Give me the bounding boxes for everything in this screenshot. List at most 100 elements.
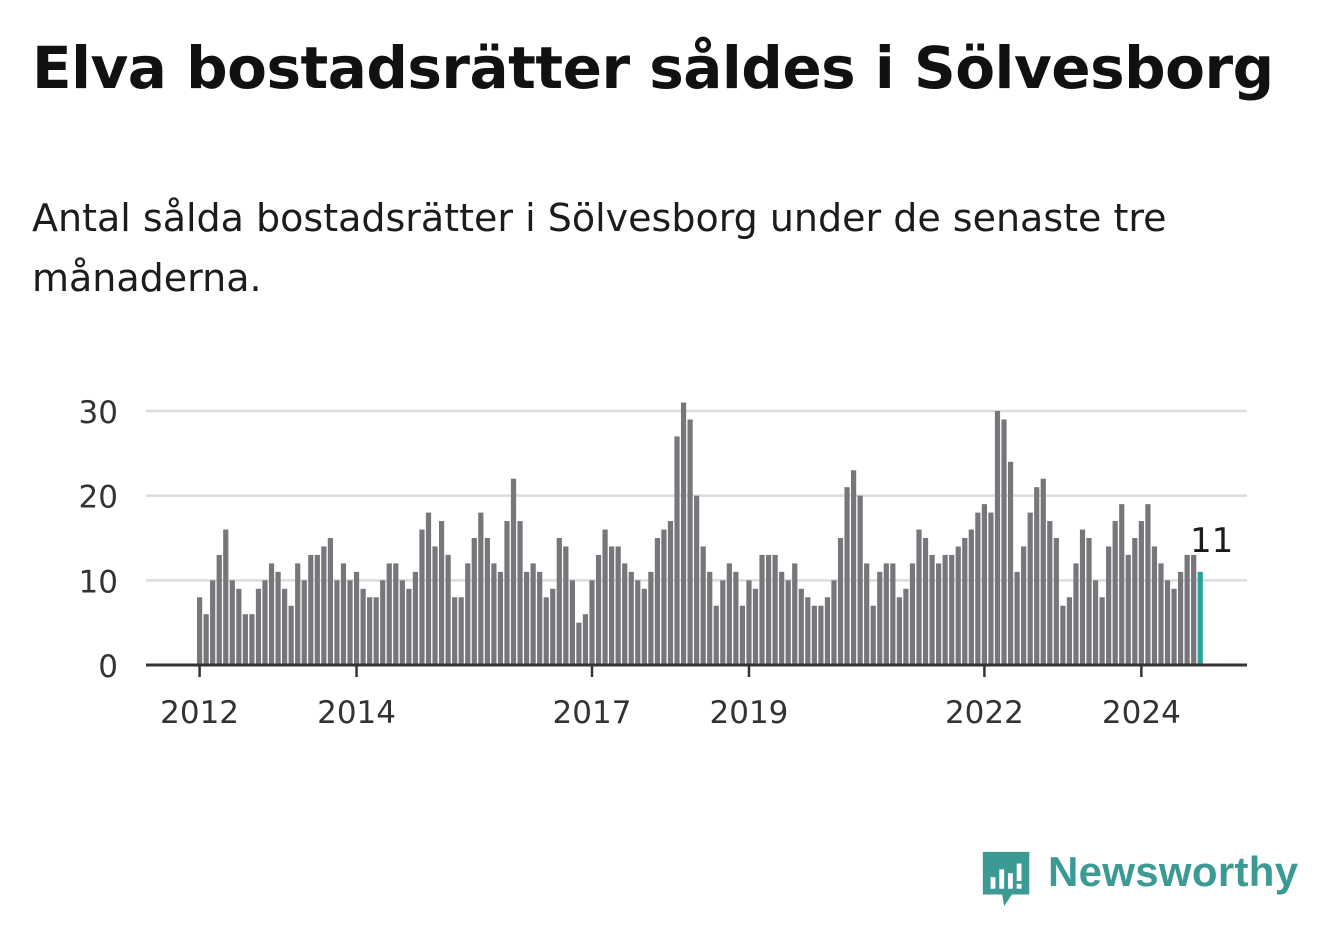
x-tick-label: 2012 [160,695,239,731]
bar [589,580,595,665]
bar [648,571,654,665]
bar [635,580,641,665]
bar [288,605,294,665]
bar [1164,580,1171,665]
bar [720,580,726,665]
bar [563,546,569,665]
bar [543,597,549,665]
chart-subtitle: Antal sålda bostadsrätter i Sölvesborg u… [32,196,1167,300]
bar [733,571,739,665]
bar [694,495,700,665]
x-tick-label: 2019 [710,695,789,731]
bar [1178,571,1184,665]
bar [811,605,817,665]
bar [1171,588,1177,665]
bar [556,538,562,665]
bar [700,546,706,665]
bar [262,580,268,665]
bar [962,538,968,665]
bar [242,614,248,665]
bar [1014,571,1020,665]
bar [1001,419,1007,665]
chart-title: Elva bostadsrätter såldes i Sölvesborg [32,34,1274,102]
bar [1060,605,1066,665]
bar [412,571,419,665]
bar [844,487,850,665]
bar [360,588,366,665]
y-tick-label: 0 [98,649,118,685]
bar [968,529,974,665]
bar [1099,597,1105,665]
bar [595,554,602,665]
bar [890,563,896,665]
bar [432,546,438,665]
bar [399,580,405,665]
bar [308,554,314,665]
bar [478,512,484,665]
bar [909,563,916,665]
x-tick-label: 2017 [553,695,632,731]
brand-name: Newsworthy [1048,848,1299,895]
bar [615,546,621,665]
bar [425,512,432,665]
bar [321,546,327,665]
bar [602,529,608,665]
bar [314,554,320,665]
bar [530,563,536,665]
bar [203,614,209,665]
bar [1021,546,1027,665]
bar [785,580,791,665]
bar [1112,521,1118,665]
bar [942,554,948,665]
bar [347,580,353,665]
bar [340,563,347,665]
bar-highlight [1197,571,1203,665]
bar [550,588,556,665]
bar [831,580,837,665]
bar [406,588,412,665]
bar [896,597,902,665]
bar [282,588,288,665]
bar [654,538,660,665]
x-tick-label: 2022 [945,695,1024,731]
bar [641,588,647,665]
bar [1047,521,1053,665]
bar [759,554,765,665]
bar [484,538,490,665]
bar [792,563,798,665]
bar [301,580,307,665]
bar [772,554,778,665]
bar [739,605,746,665]
bar [661,529,667,665]
bar [818,605,824,665]
bar [1073,563,1079,665]
bar [1125,554,1131,665]
bar [471,538,477,665]
bar [864,563,870,665]
bar [419,529,425,665]
bar [438,521,445,665]
bar [765,554,772,665]
bar [452,597,458,665]
bar [1106,546,1112,665]
bar [1119,504,1125,665]
bar [510,478,517,665]
bar [609,546,615,665]
bar [628,571,634,665]
bar [857,495,863,665]
bar [255,588,262,665]
y-tick-label: 10 [79,564,118,600]
bar [929,554,935,665]
bar [1079,529,1086,665]
bar [1040,478,1046,665]
bar [916,529,922,665]
bar [236,588,242,665]
highlight-value-label: 11 [1190,521,1233,561]
bar [1191,554,1197,665]
bar [1007,461,1014,665]
bar [936,563,942,665]
bar [373,597,379,665]
bar [582,614,589,665]
bar [229,580,235,665]
bar [1184,554,1190,665]
